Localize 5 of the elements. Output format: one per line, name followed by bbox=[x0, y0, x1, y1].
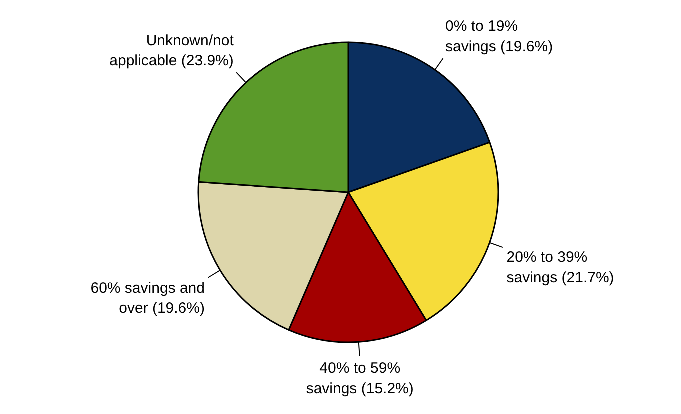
slice-label: 60% savings and over (19.6%) bbox=[90, 280, 205, 318]
slice-label: 20% to 39% savings (21.7%) bbox=[506, 248, 614, 286]
slice-label: Unknown/not applicable (23.9%) bbox=[110, 32, 235, 70]
slice-label: 40% to 59% savings (15.2%) bbox=[306, 360, 414, 398]
slice-label: 0% to 19% savings (19.6%) bbox=[446, 18, 554, 56]
